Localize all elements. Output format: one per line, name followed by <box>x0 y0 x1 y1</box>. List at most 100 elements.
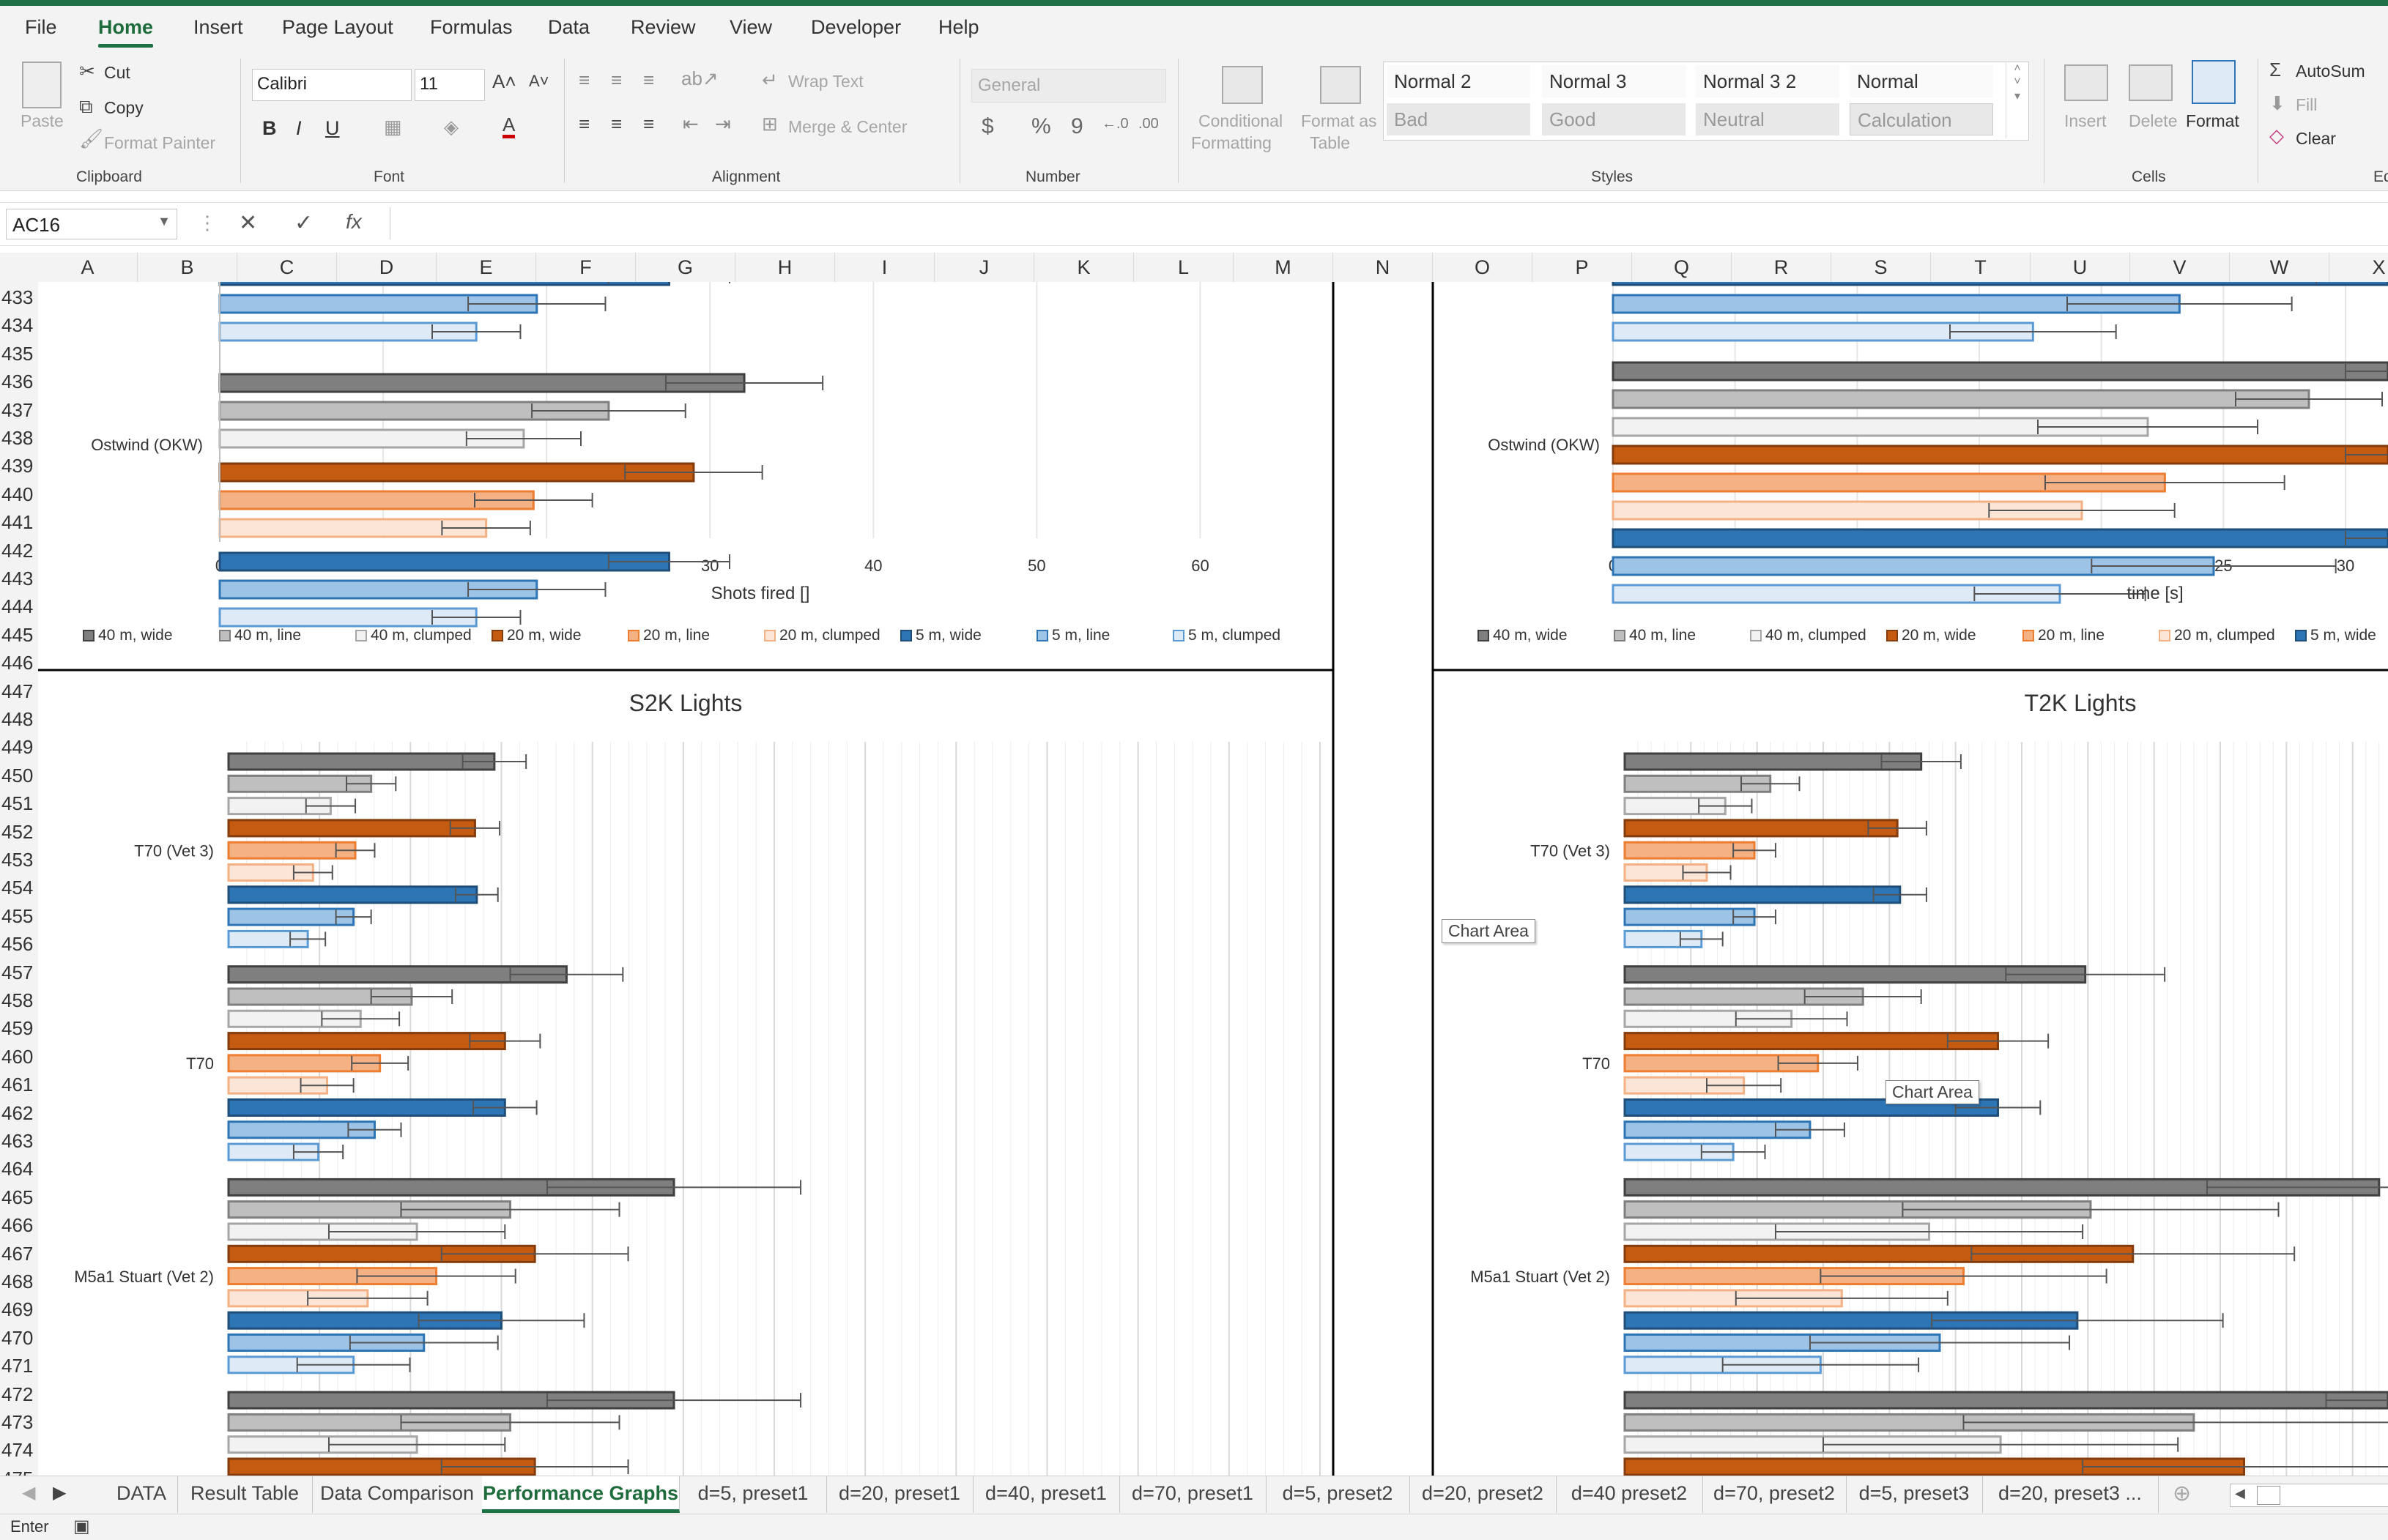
number-format-select[interactable]: General <box>971 69 1166 103</box>
paste-button[interactable]: Paste <box>21 111 64 130</box>
style-normal-2[interactable]: Normal 2 <box>1387 65 1530 97</box>
row-header-447[interactable]: 447 <box>1 680 34 702</box>
sheet-tab[interactable]: d=5, preset1 <box>680 1476 827 1513</box>
column-header-p[interactable]: P <box>1532 253 1632 282</box>
row-header-439[interactable]: 439 <box>1 455 34 477</box>
column-header-r[interactable]: R <box>1732 253 1831 282</box>
column-header-j[interactable]: J <box>935 253 1034 282</box>
cut-button[interactable]: Cut <box>104 63 130 82</box>
row-header-443[interactable]: 443 <box>1 568 34 589</box>
scroll-thumb[interactable] <box>2257 1486 2280 1505</box>
format-as-table-label-2[interactable]: Table <box>1310 133 1350 152</box>
row-header-471[interactable]: 471 <box>1 1355 34 1377</box>
tab-view[interactable]: View <box>730 16 773 38</box>
sheet-tab[interactable]: d=5, preset2 <box>1266 1476 1410 1513</box>
row-header-457[interactable]: 457 <box>1 961 34 983</box>
column-header-x[interactable]: X <box>2329 253 2388 282</box>
row-header-433[interactable]: 433 <box>1 286 34 308</box>
column-header-g[interactable]: G <box>636 253 735 282</box>
insert-function-button[interactable]: fx <box>346 210 362 233</box>
format-cells-button[interactable]: Format <box>2186 111 2239 130</box>
copy-button[interactable]: Copy <box>104 98 144 117</box>
sheet-tab[interactable]: Performance Graphs <box>482 1476 680 1513</box>
sheet-tab[interactable]: d=20, preset2 <box>1409 1476 1557 1513</box>
row-header-467[interactable]: 467 <box>1 1242 34 1265</box>
row-header-468[interactable]: 468 <box>1 1271 34 1292</box>
prev-sheet-icon[interactable]: ◀ <box>22 1483 36 1503</box>
column-header-l[interactable]: L <box>1134 253 1234 282</box>
row-header-461[interactable]: 461 <box>1 1074 34 1096</box>
sheet-tab[interactable]: d=70, preset1 <box>1119 1476 1267 1513</box>
sheet-tab[interactable]: d=20, preset3 ... <box>1982 1476 2159 1513</box>
column-header-k[interactable]: K <box>1034 253 1134 282</box>
tab-help[interactable]: Help <box>938 16 979 38</box>
row-header-460[interactable]: 460 <box>1 1045 34 1068</box>
format-as-table-icon[interactable] <box>1320 66 1361 104</box>
conditional-formatting-label-2[interactable]: Formatting <box>1191 133 1272 152</box>
column-header-a[interactable]: A <box>38 253 138 282</box>
horizontal-scrollbar[interactable]: ◀ <box>2230 1484 2388 1507</box>
next-sheet-icon[interactable]: ▶ <box>53 1483 67 1503</box>
delete-cells-button[interactable]: Delete <box>2129 111 2178 130</box>
row-header-449[interactable]: 449 <box>1 736 34 759</box>
row-header-462[interactable]: 462 <box>1 1101 34 1124</box>
increase-decimal-icon[interactable]: ←.0 <box>1102 116 1129 132</box>
conditional-formatting-icon[interactable] <box>1222 66 1263 104</box>
macro-record-icon[interactable]: ▣ <box>73 1517 90 1536</box>
align-left-icon[interactable]: ≡ <box>579 113 590 135</box>
row-header-440[interactable]: 440 <box>1 483 34 505</box>
column-header-e[interactable]: E <box>437 253 536 282</box>
row-header-474[interactable]: 474 <box>1 1439 34 1462</box>
tab-insert[interactable]: Insert <box>193 16 243 38</box>
insert-cells-button[interactable]: Insert <box>2064 111 2107 130</box>
tab-page-layout[interactable]: Page Layout <box>282 16 393 38</box>
tab-formulas[interactable]: Formulas <box>430 16 513 38</box>
insert-cells-icon[interactable] <box>2064 64 2108 101</box>
sheet-tab[interactable]: d=20, preset1 <box>826 1476 974 1513</box>
fill-button[interactable]: Fill <box>2296 95 2318 114</box>
row-header-452[interactable]: 452 <box>1 820 34 843</box>
column-header-b[interactable]: B <box>138 253 237 282</box>
style-normal[interactable]: Normal <box>1850 65 1993 97</box>
grow-font-icon[interactable]: A˄ <box>492 70 516 92</box>
sheet-tab[interactable]: d=40 preset2 <box>1556 1476 1703 1513</box>
sheet-tab[interactable]: DATA <box>105 1476 178 1513</box>
scroll-left-icon[interactable]: ◀ <box>2235 1486 2245 1500</box>
styles-gallery-scroll[interactable]: ˄ ˅ ▾ <box>2006 62 2028 138</box>
row-header-448[interactable]: 448 <box>1 708 34 730</box>
increase-indent-icon[interactable]: ⇥ <box>715 113 731 135</box>
column-header-f[interactable]: F <box>536 253 636 282</box>
format-painter-button[interactable]: Format Painter <box>104 133 216 152</box>
sheet-tab[interactable]: Data Comparison <box>312 1476 483 1513</box>
italic-button[interactable]: I <box>296 117 302 139</box>
style-bad[interactable]: Bad <box>1387 103 1530 135</box>
row-header-434[interactable]: 434 <box>1 314 34 337</box>
tab-data[interactable]: Data <box>548 16 590 38</box>
column-header-v[interactable]: V <box>2130 253 2230 282</box>
autosum-button[interactable]: AutoSum <box>2296 62 2365 81</box>
style-good[interactable]: Good <box>1542 103 1686 135</box>
sheet-tab[interactable]: d=40, preset1 <box>973 1476 1120 1513</box>
align-right-icon[interactable]: ≡ <box>643 113 655 135</box>
style-normal-3[interactable]: Normal 3 <box>1542 65 1686 97</box>
column-header-m[interactable]: M <box>1234 253 1333 282</box>
align-bottom-icon[interactable]: ≡ <box>643 69 655 91</box>
row-header-442[interactable]: 442 <box>1 539 34 562</box>
tab-home[interactable]: Home <box>98 16 154 48</box>
row-header-473[interactable]: 473 <box>1 1411 34 1433</box>
column-header-o[interactable]: O <box>1433 253 1532 282</box>
orientation-icon[interactable]: ab↗ <box>681 67 719 89</box>
clear-button[interactable]: Clear <box>2296 129 2336 148</box>
row-header-451[interactable]: 451 <box>1 792 34 815</box>
row-header-441[interactable]: 441 <box>1 511 34 534</box>
cancel-entry-button[interactable]: ✕ <box>239 211 258 235</box>
wrap-text-button[interactable]: Wrap Text <box>788 72 864 91</box>
format-cells-icon[interactable] <box>2192 60 2236 104</box>
row-header-450[interactable]: 450 <box>1 764 34 786</box>
row-header-444[interactable]: 444 <box>1 595 34 618</box>
align-center-icon[interactable]: ≡ <box>611 113 623 135</box>
font-name-select[interactable]: Calibri <box>252 69 412 101</box>
decrease-decimal-icon[interactable]: .00 <box>1138 116 1159 132</box>
row-header-466[interactable]: 466 <box>1 1214 34 1237</box>
tab-file[interactable]: File <box>25 16 57 38</box>
